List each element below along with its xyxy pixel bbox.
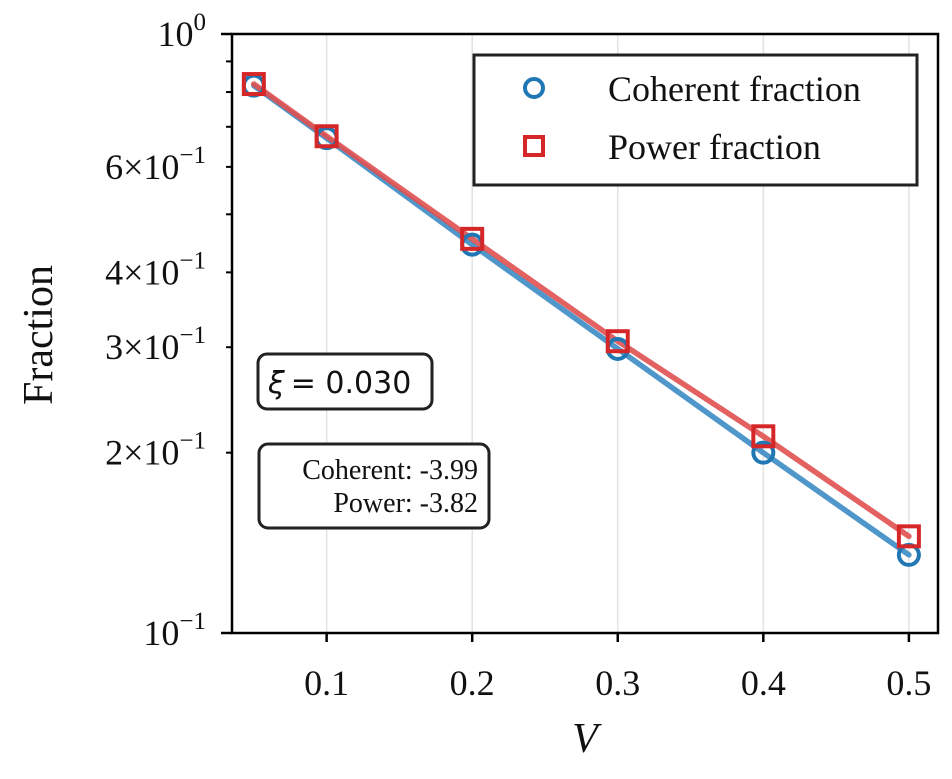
y-minor-tick-label: 6×10−1 <box>105 142 206 187</box>
data-point-power <box>751 424 776 449</box>
legend-label-power: Power fraction <box>608 127 821 167</box>
xi-annotation: ξ = 0.030 <box>256 352 434 411</box>
data-point-power <box>896 524 921 549</box>
y-major-tick-label: 100 <box>158 9 207 54</box>
x-tick-label: 0.2 <box>450 663 495 703</box>
legend: Coherent fraction Power fraction <box>472 53 919 187</box>
xi-annotation-text: ξ = 0.030 <box>267 366 411 401</box>
slope-annotation-box <box>257 442 491 530</box>
y-major-tick-label: 10−1 <box>143 608 206 653</box>
x-axis-label: V <box>572 716 602 762</box>
legend-marker-coherent <box>523 77 545 99</box>
legend-box <box>472 53 919 187</box>
x-axis-ticks: 0.1 0.2 0.3 0.4 0.5 <box>304 633 931 703</box>
legend-label-coherent: Coherent fraction <box>608 69 861 109</box>
y-axis-ticks: 100 10−1 6×10−1 4×10−1 3×10−1 2×10−1 <box>105 9 232 653</box>
x-tick-label: 0.5 <box>886 663 931 703</box>
data-point-power <box>605 329 630 354</box>
x-tick-label: 0.1 <box>304 663 349 703</box>
xi-annotation-box <box>256 352 434 411</box>
data-point-coherent <box>751 440 776 465</box>
data-point-power <box>460 226 485 251</box>
y-minor-tick-label: 4×10−1 <box>105 247 206 292</box>
legend-marker-power <box>523 135 545 157</box>
slope-annotation: Coherent: -3.99 Power: -3.82 <box>257 442 491 530</box>
plot-frame <box>230 32 940 635</box>
x-tick-label: 0.4 <box>741 663 786 703</box>
data-point-power <box>241 72 266 97</box>
xi-symbol: ξ <box>267 366 285 401</box>
series-line-power <box>251 81 912 540</box>
x-tick-label: 0.3 <box>595 663 640 703</box>
data-point-power <box>314 124 339 149</box>
y-minor-tick-label: 2×10−1 <box>105 428 206 473</box>
series-layer <box>241 72 921 567</box>
xi-value: = 0.030 <box>291 366 412 401</box>
y-minor-tick-label: 3×10−1 <box>105 322 206 367</box>
y-axis-label: Fraction <box>16 265 62 405</box>
slope-power-text: Power: -3.82 <box>333 488 478 519</box>
slope-coherent-text: Coherent: -3.99 <box>302 455 478 486</box>
